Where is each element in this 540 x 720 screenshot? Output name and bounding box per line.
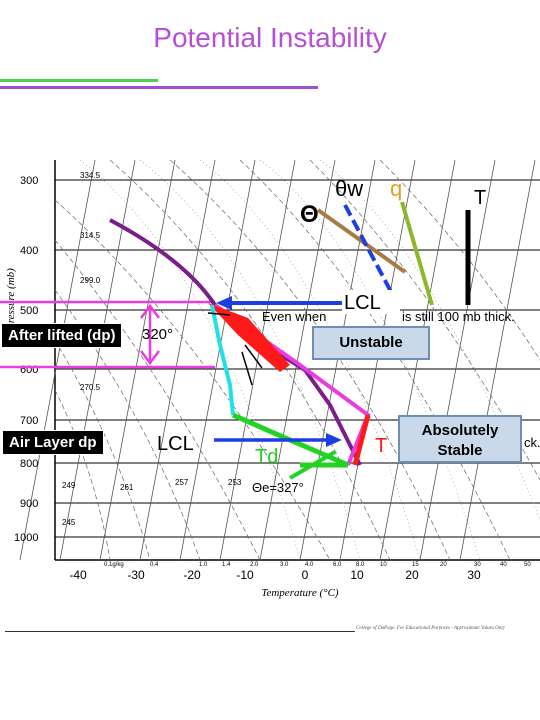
footer-divider <box>5 631 355 632</box>
mixing-ratio-label: 8.0 <box>356 562 365 568</box>
unstable-callout: Unstable <box>312 326 430 360</box>
theta-w-label: θw <box>335 176 363 201</box>
height-label: 253 <box>228 478 242 487</box>
temp-label: -10 <box>236 568 254 582</box>
lifted-dewpoint-line <box>210 304 235 416</box>
mixing-ratio-label: 15 <box>412 562 419 568</box>
mixing-ratio-label: 10 <box>380 562 387 568</box>
mixing-ratio-label: 6.0 <box>333 562 342 568</box>
mixing-ratio-label: 0.4 <box>150 562 159 568</box>
height-label: 249 <box>62 481 76 490</box>
pressure-label-900: 900 <box>20 498 38 510</box>
theta-e-label: Θe=327° <box>252 480 304 495</box>
theta-w-line <box>343 204 400 306</box>
mixing-ratio-label: 3.0 <box>280 562 289 568</box>
td-label: Td <box>255 446 278 468</box>
pressure-label-500: 500 <box>20 305 38 317</box>
footer-credit: College of DuPage. For Educational Purpo… <box>356 626 505 631</box>
title-underline-green <box>0 79 158 82</box>
thick-right-text: ck. <box>524 435 540 450</box>
mixing-ratio-label: 20 <box>440 562 447 568</box>
height-label: 257 <box>175 478 189 487</box>
x-axis-title: Temperature (°C) <box>261 587 339 599</box>
temp-label: -20 <box>183 568 201 582</box>
theta-line <box>316 208 407 274</box>
temp-label: -30 <box>127 568 145 582</box>
theta-320-label: 320° <box>142 326 173 343</box>
pointer-arrows <box>207 312 263 386</box>
height-label: 245 <box>62 518 76 527</box>
mixing-ratio-label: 4.0 <box>305 562 314 568</box>
air-layer-label: Air Layer dp <box>2 430 104 455</box>
pressure-label-400: 400 <box>20 245 38 257</box>
height-label: 299.0 <box>80 276 101 285</box>
q-label: q <box>390 176 402 201</box>
surface-temperature-line <box>352 414 371 466</box>
thick-text: is still 100 mb thick. <box>402 309 515 324</box>
lcl-top-arrow <box>216 296 342 310</box>
mixing-ratio-label: 1.0 <box>199 562 208 568</box>
theta-label: Θ <box>300 201 319 228</box>
isotherm-lines <box>19 159 536 561</box>
mixing-ratio-label: 0.1g/kg <box>104 562 124 568</box>
pressure-label-300: 300 <box>20 175 38 187</box>
temp-label: 20 <box>405 568 419 582</box>
t-label-top: T <box>474 187 486 209</box>
temp-label: 10 <box>350 568 364 582</box>
temp-label: 30 <box>467 568 481 582</box>
title-underline-purple <box>0 86 318 89</box>
height-label: 334.5 <box>80 171 101 180</box>
height-label: 270.5 <box>80 383 101 392</box>
after-lifted-label: After lifted (dp) <box>1 323 123 348</box>
plot-frame <box>54 160 540 561</box>
mixing-ratio-label: 1.4 <box>222 562 231 568</box>
layer-depth-arrow <box>140 303 160 366</box>
dewpoint-line <box>231 412 349 468</box>
pressure-label-700: 700 <box>20 415 38 427</box>
unstable-layer-segment <box>208 303 290 372</box>
pressure-label-800: 800 <box>20 458 38 470</box>
lcl-top-bg <box>342 290 400 314</box>
even-when-text: Even when <box>262 309 326 324</box>
pressure-label-1000: 1000 <box>14 532 38 544</box>
mixing-ratio-label: 50 <box>524 562 531 568</box>
mixing-ratio-label: 30 <box>474 562 481 568</box>
lcl-bottom-arrow <box>214 433 342 447</box>
mixing-ratio-line <box>400 201 434 306</box>
dewpoint-branch <box>288 450 337 480</box>
mixing-ratio-label: 2.0 <box>250 562 259 568</box>
mixing-ratio-label: 40 <box>500 562 507 568</box>
lcl-bottom-label: LCL <box>157 433 194 455</box>
page-title: Potential Instability <box>153 22 387 53</box>
absolutely-stable-callout: Absolutely Stable <box>398 415 522 463</box>
temp-label: -40 <box>69 568 87 582</box>
height-label: 314.5 <box>80 231 101 240</box>
y-axis-title: Pressure (mb) <box>5 268 17 331</box>
t-label-low: T <box>375 435 387 457</box>
temp-label: 0 <box>302 568 309 582</box>
height-label: 261 <box>120 483 134 492</box>
lcl-top-label: LCL <box>344 292 381 314</box>
